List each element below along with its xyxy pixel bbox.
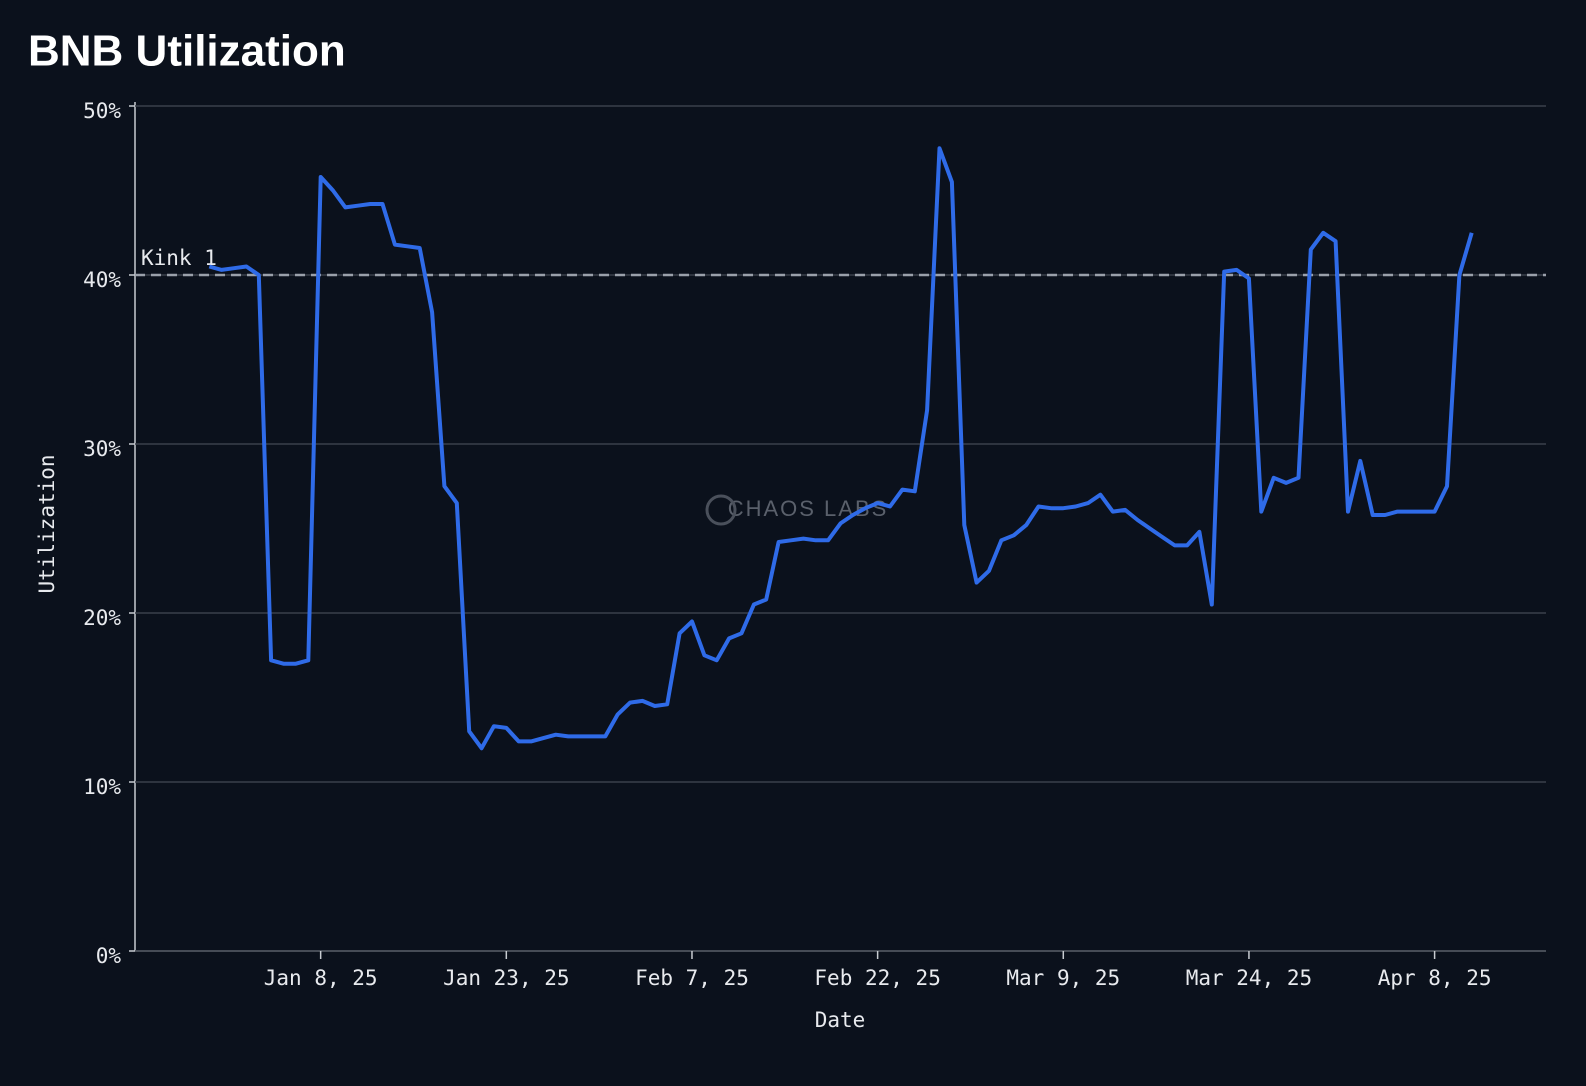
y-axis-label: Utilization: [35, 454, 59, 593]
x-tick-label: Mar 9, 25: [1006, 966, 1120, 990]
chart-title: BNB Utilization: [28, 27, 346, 76]
reference-label: Kink 1: [141, 246, 217, 270]
y-tick-label: 0%: [96, 944, 122, 968]
x-tick-label: Jan 23, 25: [443, 966, 569, 990]
y-tick-label: 10%: [83, 775, 121, 799]
y-tick-label: 40%: [83, 268, 121, 292]
watermark-logo: [705, 494, 737, 526]
y-tick-label: 30%: [83, 437, 121, 461]
data-line: [208, 146, 1474, 751]
x-tick-label: Apr 8, 25: [1378, 966, 1492, 990]
x-tick-label: Mar 24, 25: [1186, 966, 1312, 990]
watermark: CHAOS LABS: [728, 496, 889, 521]
x-tick-label: Feb 22, 25: [814, 966, 940, 990]
y-tick-label: 50%: [83, 99, 121, 123]
y-tick-label: 20%: [83, 606, 121, 630]
x-tick-label: Jan 8, 25: [264, 966, 378, 990]
x-tick-label: Feb 7, 25: [635, 966, 749, 990]
x-axis-label: Date: [815, 1008, 866, 1032]
